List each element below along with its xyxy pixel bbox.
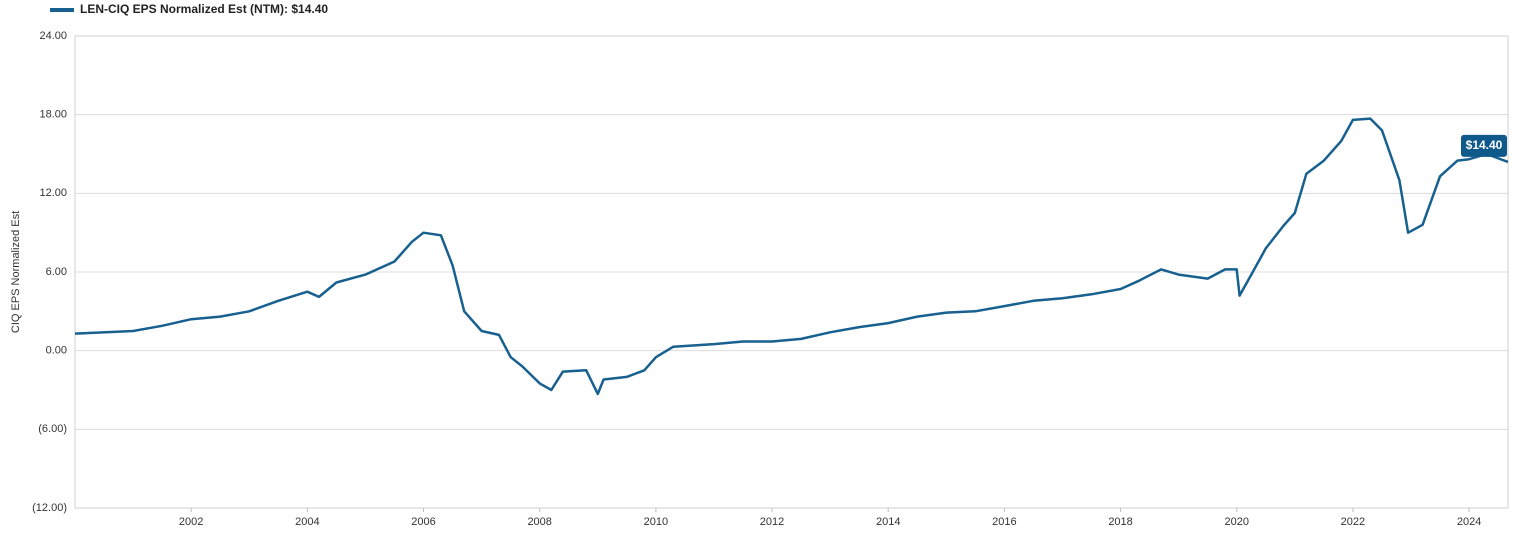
x-tick-label: 2010 [644, 516, 668, 528]
y-tick-label: 12.00 [39, 187, 67, 199]
x-tick-label: 2002 [179, 516, 203, 528]
x-tick-label: 2008 [527, 516, 551, 528]
legend-label: LEN-CIQ EPS Normalized Est (NTM): $14.40 [80, 2, 328, 16]
y-tick-label: 18.00 [39, 109, 67, 121]
plot-border [74, 35, 1509, 509]
end-label: $14.40 [1466, 138, 1503, 152]
x-tick-label: 2014 [876, 516, 900, 528]
x-tick-label: 2018 [1108, 516, 1132, 528]
series-line [74, 117, 1509, 396]
y-axis-label: CIQ EPS Normalized Est [10, 211, 22, 333]
y-tick-label: (12.00) [32, 502, 67, 514]
x-tick-label: 2016 [992, 516, 1016, 528]
x-tick-label: 2024 [1457, 516, 1481, 528]
y-tick-label: 0.00 [46, 345, 67, 357]
x-tick-label: 2022 [1341, 516, 1365, 528]
y-tick-label: 6.00 [46, 266, 67, 278]
x-tick-label: 2004 [295, 516, 319, 528]
x-tick-label: 2012 [760, 516, 784, 528]
x-tick-label: 2006 [411, 516, 435, 528]
y-tick-label: 24.00 [39, 30, 67, 42]
x-tick-label: 2020 [1224, 516, 1248, 528]
end-label-box [1461, 134, 1507, 157]
y-tick-label: (6.00) [38, 423, 67, 435]
